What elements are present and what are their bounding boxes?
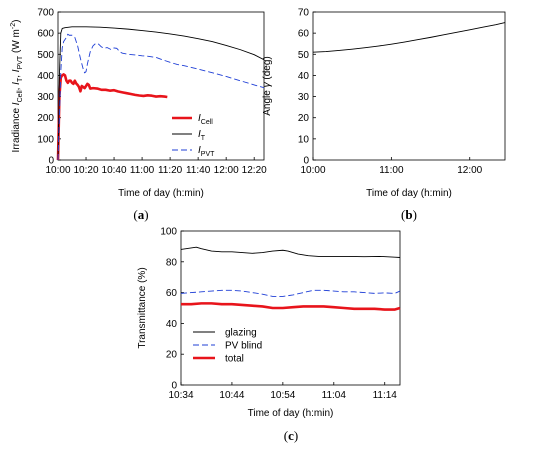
chart-panel-c: 0 20 40 60 80 100 10:34 10:44 10:54 11:04 11:14 Tim… — [137, 227, 401, 443]
legend-label: glazing — [225, 328, 257, 339]
y-tick-label: 10 — [298, 134, 310, 145]
x-tick-label: 11:00 — [379, 165, 404, 176]
y-axis-label: Angle γ (deg) — [262, 56, 273, 115]
x-tick-label: 11:14 — [373, 390, 398, 401]
y-tick-label: 30 — [298, 92, 310, 103]
series-line-c-0 — [180, 246, 401, 258]
x-tick-label: 10:34 — [168, 390, 193, 401]
x-tick-label: 10:40 — [102, 165, 127, 176]
y-tick-label: 60 — [298, 29, 310, 40]
legend-label: total — [225, 354, 244, 365]
y-tick-label: 700 — [37, 8, 54, 19]
series-line-a-0 — [56, 73, 168, 161]
y-axis-label: Transmittance (%) — [137, 267, 148, 348]
x-tick-label: 10:00 — [300, 165, 325, 176]
chart-panel-b: 0 10 20 30 40 50 60 70 10:00 11:00 12:00 Time of da… — [262, 8, 506, 222]
y-axis-label: Irradiance ICell, IT, IPVT (W m-2) — [10, 20, 24, 153]
x-axis-label: Time of day (h:min) — [366, 188, 452, 199]
x-tick-label: 11:00 — [130, 165, 155, 176]
y-tick-label: 100 — [37, 134, 54, 145]
series-line-b-0 — [312, 22, 506, 53]
x-tick-label: 10:20 — [74, 165, 99, 176]
x-tick-label: 10:00 — [45, 165, 70, 176]
plot-frame — [312, 11, 506, 161]
y-tick-label: 100 — [160, 227, 177, 238]
x-tick-label: 12:00 — [457, 165, 482, 176]
legend-label: PV blind — [225, 341, 262, 352]
y-tick-label: 300 — [37, 92, 54, 103]
panel-label: (c) — [284, 428, 298, 443]
x-tick-label: 10:54 — [270, 390, 295, 401]
y-tick-label: 80 — [166, 257, 178, 268]
x-axis-label: Time of day (h:min) — [248, 408, 334, 419]
series-line-c-2 — [181, 302, 401, 311]
y-tick-label: 400 — [37, 71, 54, 82]
x-tick-label: 12:20 — [242, 165, 267, 176]
y-tick-label: 0 — [48, 156, 54, 167]
x-tick-label: 12:00 — [214, 165, 239, 176]
series-line-c-1 — [180, 289, 401, 297]
y-tick-label: 600 — [37, 29, 54, 40]
y-tick-label: 40 — [166, 319, 178, 330]
panel-label: (a) — [133, 207, 148, 222]
y-tick-label: 0 — [303, 156, 309, 167]
x-tick-label: 11:40 — [186, 165, 211, 176]
panel-label: (b) — [401, 207, 417, 222]
legend-label: ICell — [198, 113, 213, 126]
series-line-a-2 — [57, 33, 265, 161]
y-tick-label: 20 — [298, 113, 310, 124]
y-tick-label: 60 — [166, 288, 178, 299]
y-tick-label: 500 — [37, 50, 54, 61]
y-tick-label: 50 — [298, 50, 310, 61]
y-tick-label: 40 — [298, 71, 310, 82]
x-axis-label: Time of day (h:min) — [118, 188, 204, 199]
y-tick-label: 20 — [166, 350, 178, 361]
x-tick-label: 11:04 — [322, 390, 347, 401]
y-tick-label: 200 — [37, 113, 54, 124]
series-line-a-1 — [57, 26, 265, 161]
x-tick-label: 11:20 — [158, 165, 183, 176]
legend-label: IT — [198, 129, 206, 142]
y-tick-label: 70 — [298, 8, 310, 19]
legend-label: IPVT — [198, 145, 215, 158]
y-tick-label: 0 — [171, 381, 177, 392]
plot-frame — [57, 11, 265, 161]
x-tick-label: 10:44 — [219, 390, 244, 401]
